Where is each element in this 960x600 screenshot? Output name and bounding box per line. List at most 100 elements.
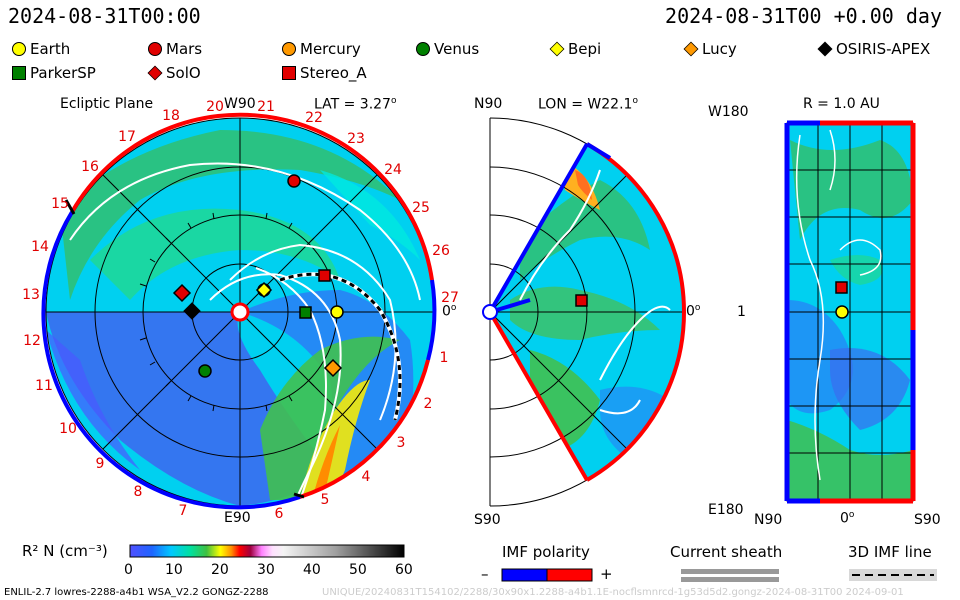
bepi-marker	[255, 281, 273, 299]
carrington-label: 7	[179, 503, 188, 519]
radial-bottom-left: E180	[708, 502, 744, 518]
current-sheath-title: Current sheath	[670, 543, 783, 561]
radial-axis-s90: S90	[914, 512, 941, 528]
carrington-label: 23	[347, 131, 365, 147]
carrington-label: 21	[257, 99, 275, 115]
legend-osiris-apex: OSIRIS-APEX	[817, 40, 931, 58]
colorbar-label: R² N (cm⁻³)	[22, 542, 108, 560]
imf-minus-label: –	[481, 565, 489, 583]
parkersp-marker-icon	[12, 66, 26, 80]
carrington-label: 8	[134, 484, 143, 500]
ecliptic-plane-plot	[41, 112, 437, 510]
meridional-bottom-label: S90	[474, 512, 501, 528]
sun-icon	[230, 302, 250, 322]
stereo-a-marker	[575, 294, 588, 307]
legend-parkersp: ParkerSP	[12, 64, 96, 82]
legend-label: Mars	[166, 40, 203, 58]
sector-boundary-contours	[69, 162, 421, 501]
radial-axis-n90: N90	[754, 512, 783, 528]
colorbar-tick: 50	[349, 562, 367, 578]
polarity-ring-positive	[299, 359, 430, 499]
zero-text: 0	[686, 303, 695, 320]
carrington-label: 17	[118, 129, 136, 145]
radial-top-left: W180	[708, 104, 749, 120]
imf-polarity-title: IMF polarity	[502, 543, 590, 561]
imf3d-title: 3D IMF line	[848, 543, 932, 561]
imf-plus-label: +	[600, 565, 613, 583]
stereo-a-marker-icon	[282, 66, 296, 80]
colorbar-tick: 60	[395, 562, 413, 578]
legend-earth: Earth	[12, 40, 70, 58]
carrington-label: 1	[440, 350, 449, 366]
polarity-ring-positive	[70, 112, 434, 281]
legend-label: Lucy	[702, 40, 737, 58]
osiris-apex-marker	[183, 302, 201, 320]
polarity-ring-negative	[41, 210, 301, 510]
colorbar-tick: 30	[257, 562, 275, 578]
legend-label: Earth	[30, 40, 71, 58]
lon-text: LON = W22.1	[538, 96, 633, 113]
legend-mars: Mars	[148, 40, 202, 58]
legend-solo: SolO	[147, 64, 201, 82]
imf-positive-swatch	[546, 568, 593, 582]
legend-venus: Venus	[416, 40, 479, 58]
ecliptic-bottom-label: E90	[224, 510, 251, 526]
mars-marker	[287, 174, 301, 188]
carrington-label: 14	[31, 239, 49, 255]
carrington-label: 12	[23, 333, 41, 349]
carrington-label: 24	[384, 162, 402, 178]
legend-bepi: Bepi	[549, 40, 602, 58]
au-circle-ticks	[137, 209, 315, 415]
ecliptic-top-label: W90	[224, 96, 256, 112]
ecliptic-lat-label: LAT = 3.27o	[314, 96, 397, 113]
venus-marker	[198, 364, 212, 378]
colorbar-tick: 40	[303, 562, 321, 578]
earth-marker-icon	[12, 42, 26, 56]
carrington-label: 9	[96, 456, 105, 472]
stereo-a-marker	[318, 269, 331, 282]
legend-lucy: Lucy	[683, 40, 737, 58]
legend-label: ParkerSP	[30, 64, 96, 82]
carrington-label: 4	[362, 469, 371, 485]
parkersp-marker	[299, 306, 312, 319]
colorbar-tick: 20	[211, 562, 229, 578]
colorbar-ticks: 0 10 20 30 40 50 60	[122, 562, 422, 582]
radial-mid-left: 1	[737, 304, 746, 320]
ecliptic-title: Ecliptic Plane	[60, 96, 154, 112]
mercury-marker-icon	[282, 42, 296, 56]
legend-label: OSIRIS-APEX	[836, 40, 931, 58]
radial-panel-plot	[784, 120, 916, 504]
header-left-time: 2024-08-31T00:00	[8, 4, 201, 28]
carrington-label: 5	[321, 492, 330, 508]
footer-run: UNIQUE/20240831T154102/2288/30x90x1.2288…	[322, 587, 904, 598]
stereo-a-marker	[835, 281, 848, 294]
imf-negative-swatch	[501, 568, 548, 582]
venus-marker-icon	[416, 42, 430, 56]
legend-label: SolO	[166, 64, 201, 82]
legend-mercury: Mercury	[282, 40, 361, 58]
carrington-label: 18	[162, 108, 180, 124]
carrington-label: 15	[51, 196, 69, 212]
carrington-label: 13	[22, 287, 40, 303]
legend-label: Venus	[434, 40, 480, 58]
earth-marker	[835, 305, 849, 319]
lucy-marker	[323, 358, 343, 378]
current-sheath-swatch	[681, 569, 779, 582]
legend-label: Bepi	[568, 40, 602, 58]
solo-marker	[172, 283, 192, 303]
radial-axis-zero: 0o	[840, 510, 855, 527]
radial-r-label: R = 1.0 AU	[803, 96, 880, 112]
carrington-label: 3	[397, 435, 406, 451]
zero-text: 0	[442, 303, 451, 320]
legend-label: Mercury	[300, 40, 361, 58]
carrington-label: 20	[206, 99, 224, 115]
carrington-label: 6	[275, 506, 284, 522]
meridional-right-label: 0o	[686, 303, 701, 320]
carrington-label: 26	[432, 243, 450, 259]
carrington-label: 25	[412, 200, 430, 216]
colorbar-tick: 10	[165, 562, 183, 578]
carrington-label: 2	[424, 396, 433, 412]
header-right-time: 2024-08-31T00 +0.00 day	[665, 4, 942, 28]
imf3d-swatch	[849, 569, 937, 581]
